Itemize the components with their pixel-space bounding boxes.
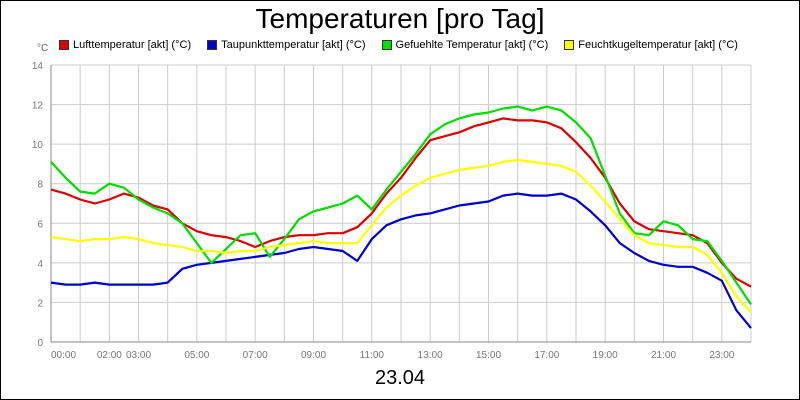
chart-title: Temperaturen [pro Tag]	[255, 3, 545, 34]
x-tick-label: 21:00	[651, 350, 676, 361]
y-tick-label: 10	[32, 140, 44, 151]
y-tick-label: 8	[37, 180, 43, 191]
series-line-4	[50, 158, 752, 314]
legend-item: Taupunkttemperatur [akt] (°C)	[207, 39, 366, 51]
x-axis-date-label: 23.04	[374, 367, 426, 389]
legend-item: Lufttemperatur [akt] (°C)	[59, 39, 191, 51]
legend-item: Gefuehlte Temperatur [akt] (°C)	[381, 39, 549, 51]
x-tick-label: 11:00	[360, 350, 385, 361]
y-axis-unit: °C	[37, 43, 49, 54]
x-tick-label: 02:00	[97, 350, 122, 361]
legend-label: Gefuehlte Temperatur [akt] (°C)	[395, 39, 549, 51]
x-tick-label: 19:00	[593, 350, 618, 361]
legend-label: Taupunkttemperatur [akt] (°C)	[221, 39, 366, 51]
y-tick-label: 6	[37, 219, 43, 230]
series-line-2	[50, 192, 752, 329]
legend-swatch	[564, 40, 575, 50]
x-tick-label: 03:00	[126, 350, 151, 361]
x-tick-label: 05:00	[184, 350, 209, 361]
y-tick-label: 12	[32, 101, 44, 112]
x-tick-label: 13:00	[418, 350, 443, 361]
y-tick-label: 14	[32, 61, 44, 72]
series-line-3	[50, 105, 752, 306]
x-tick-label: 15:00	[476, 350, 501, 361]
legend: Lufttemperatur [akt] (°C) Taupunkttempera…	[59, 39, 754, 53]
y-tick-label: 2	[37, 298, 43, 309]
legend-label: Feuchtkugeltemperatur [akt] (°C)	[578, 39, 738, 51]
x-tick-label: 23:00	[709, 350, 734, 361]
y-tick-label: 4	[37, 259, 43, 270]
series-line-1	[50, 117, 752, 288]
legend-swatch	[207, 40, 218, 50]
legend-swatch	[59, 40, 69, 50]
x-tick-label: 07:00	[243, 350, 268, 361]
legend-label: Lufttemperatur [akt] (°C)	[73, 39, 192, 51]
x-tick-label: 00:00	[51, 350, 76, 361]
x-tick-label: 09:00	[301, 350, 326, 361]
x-tick-label: 17:00	[534, 350, 559, 361]
legend-swatch	[381, 40, 392, 50]
y-tick-label: 0	[37, 338, 43, 349]
legend-item: Feuchtkugeltemperatur [akt] (°C)	[564, 39, 738, 51]
